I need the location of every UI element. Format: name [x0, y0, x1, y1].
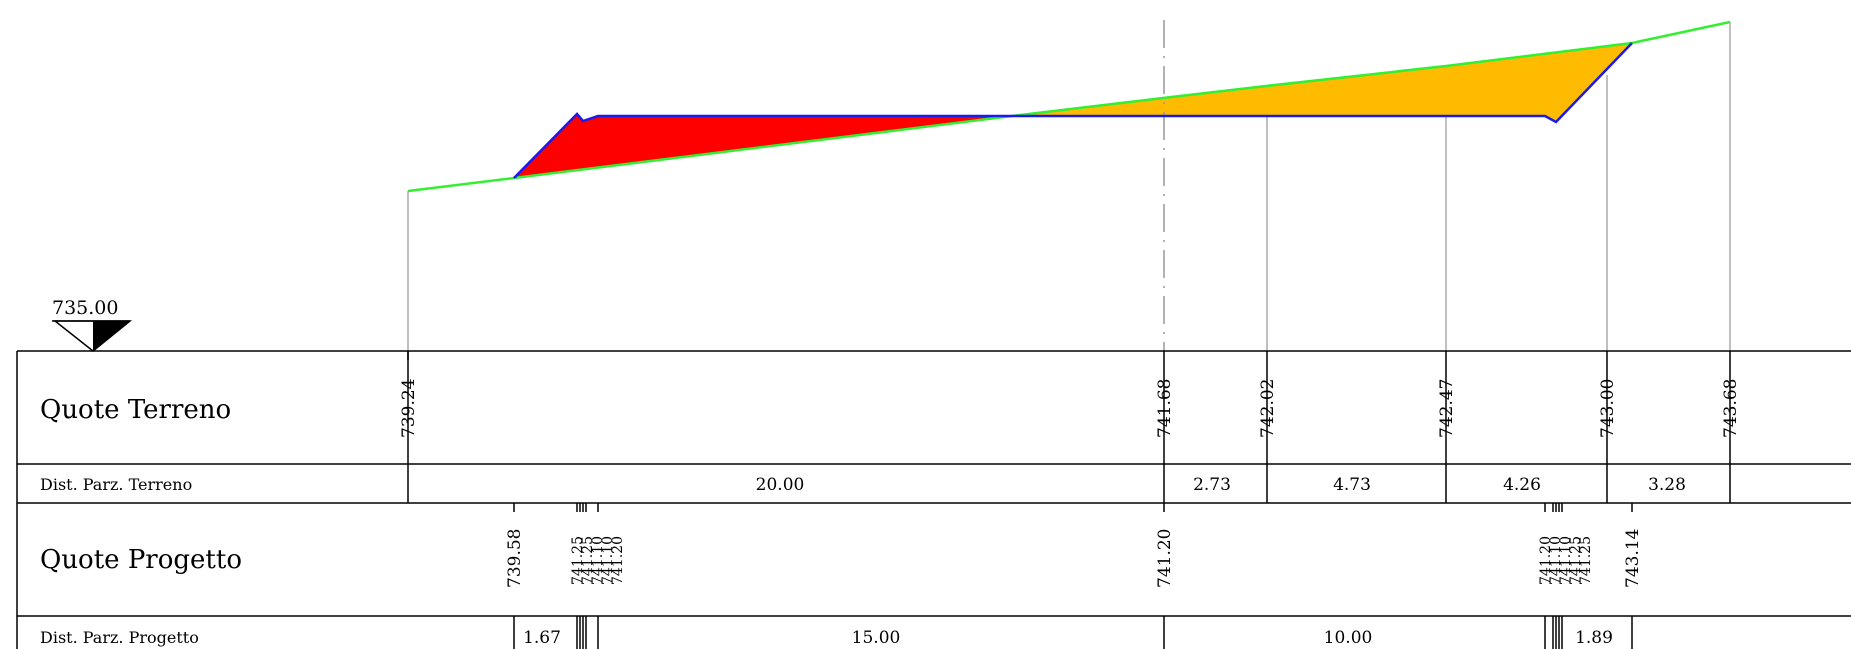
reference-marker: 735.00	[52, 297, 133, 352]
terrain-dist-5: 3.28	[1648, 475, 1686, 495]
project-elev-axis: 741.20	[1155, 529, 1175, 588]
project-dist-1: 1.67	[523, 628, 561, 648]
project-dist-3: 10.00	[1324, 628, 1373, 648]
terrain-elev-6: 743.68	[1721, 379, 1741, 438]
project-elev-10: 741.25	[1568, 536, 1584, 585]
row-label-dist-progetto: Dist. Parz. Progetto	[40, 628, 199, 647]
terrain-elev-2: 741.68	[1155, 379, 1175, 438]
project-dist-4: 1.89	[1575, 628, 1613, 648]
project-elev-4: 741.10	[590, 536, 606, 585]
terrain-distances: 20.00 2.73 4.73 4.26 3.28	[756, 475, 1686, 495]
project-elev-8: 741.10	[1548, 536, 1564, 585]
project-elev-5: 741.10	[600, 536, 616, 585]
project-elev-3: 741.25	[580, 536, 596, 585]
project-elevations: 739.58 741.25 741.25 741.10 741.10 741.2…	[505, 529, 1643, 588]
terrain-dist-1: 20.00	[756, 475, 805, 495]
project-elev-11: 741.25	[1578, 536, 1594, 585]
terrain-dist-4: 4.26	[1503, 475, 1541, 495]
project-line	[513, 42, 1633, 179]
project-elev-7: 741.20	[1538, 536, 1554, 585]
row-label-quote-progetto: Quote Progetto	[40, 545, 242, 575]
terrain-elev-1: 739.24	[399, 379, 419, 438]
terrain-line	[407, 20, 1731, 193]
project-elev-1: 739.58	[505, 529, 525, 588]
project-elev-6: 741.20	[610, 536, 626, 585]
terrain-dist-2: 2.73	[1193, 475, 1231, 495]
project-ticks	[513, 503, 1633, 649]
terrain-leaders	[407, 22, 1731, 351]
project-elev-12: 743.14	[1623, 529, 1643, 588]
terrain-elev-4: 742.47	[1437, 379, 1457, 438]
terrain-elevations: 739.24 741.68 742.02 742.47 743.00 743.6…	[399, 379, 1741, 438]
terrain-elev-3: 742.02	[1258, 379, 1278, 438]
terrain-elev-5: 743.00	[1598, 379, 1618, 438]
terrain-dist-3: 4.73	[1333, 475, 1371, 495]
reference-elevation-label: 735.00	[52, 297, 118, 319]
terrain-ticks	[407, 351, 1731, 503]
project-dist-2: 15.00	[852, 628, 901, 648]
row-label-dist-terreno: Dist. Parz. Terreno	[40, 475, 192, 494]
project-elev-2: 741.25	[570, 536, 586, 585]
row-label-quote-terreno: Quote Terreno	[40, 395, 231, 425]
project-distances: 1.67 15.00 10.00 1.89	[523, 628, 1613, 648]
data-table	[16, 350, 1851, 649]
project-elev-9: 741.10	[1558, 536, 1574, 585]
